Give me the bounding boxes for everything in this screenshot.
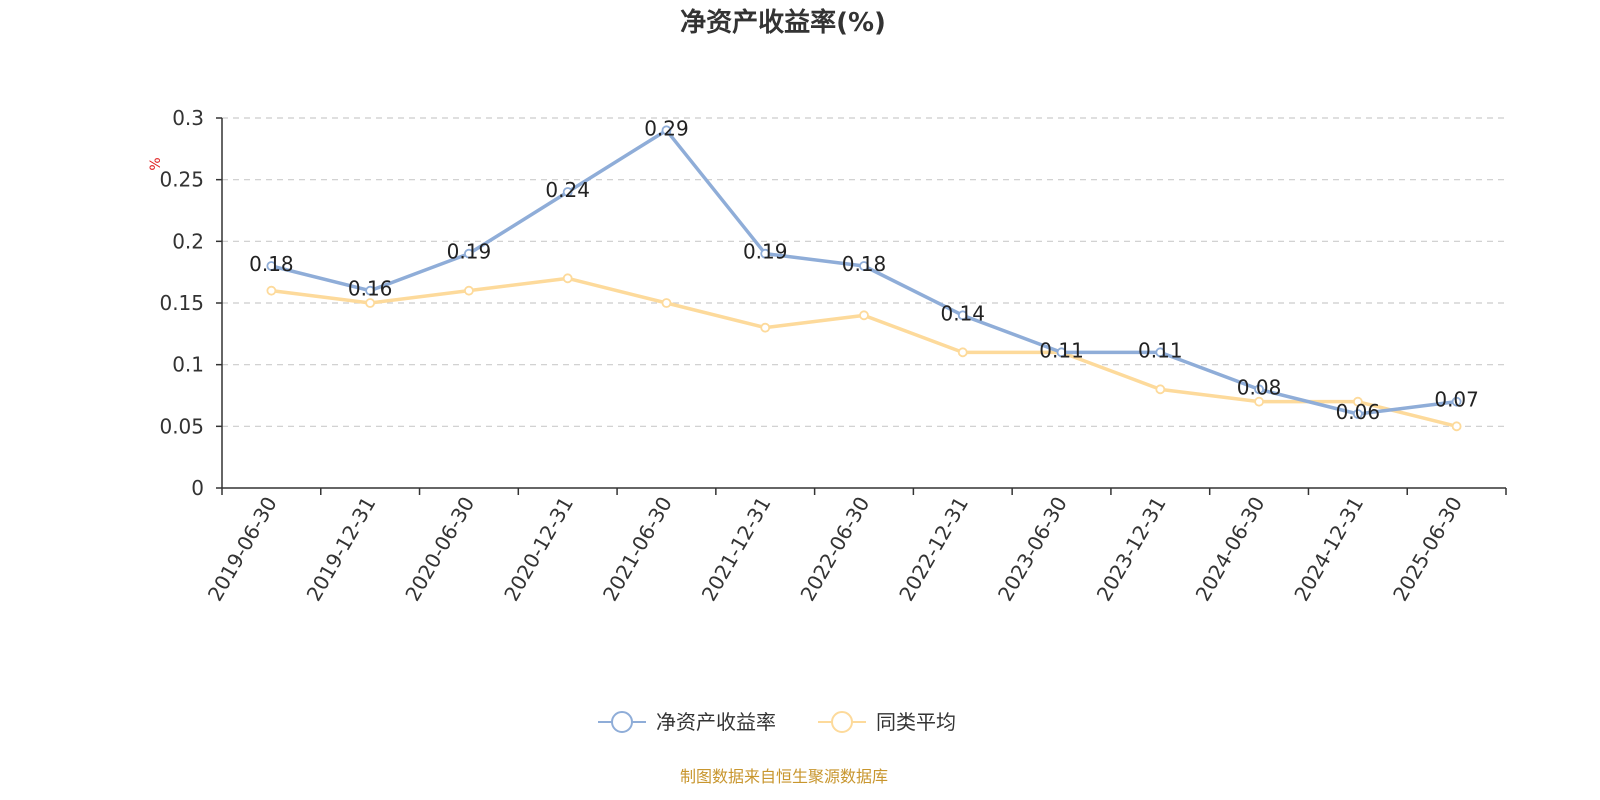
data-point[interactable] — [266, 261, 277, 271]
data-point[interactable] — [1056, 347, 1067, 358]
data-labels: 0.18 0.16 0.19 0.24 0.29 0.19 0.18 0.14 0.11 0.11… — [249, 116, 1479, 424]
y-tick-label: 0.1 — [172, 353, 204, 377]
x-tick-label: 2021-06-30 — [598, 493, 677, 606]
data-source-note: 制图数据来自恒生聚源数据库 — [680, 767, 888, 786]
data-point[interactable] — [1352, 409, 1363, 419]
y-tick-label: 0.2 — [172, 229, 204, 253]
data-point[interactable] — [1451, 421, 1462, 432]
y-tick-label: 0 — [191, 476, 204, 500]
y-tick-label: 0.05 — [159, 414, 204, 438]
data-point[interactable] — [464, 248, 474, 259]
legend-label: 同类平均 — [876, 710, 956, 734]
data-label: 0.24 — [545, 178, 590, 202]
y-tick-label: 0.25 — [159, 168, 204, 192]
data-point[interactable] — [1254, 396, 1264, 407]
series-line — [271, 276, 1458, 429]
x-tick-label: 2023-06-30 — [993, 493, 1072, 606]
gridlines — [222, 117, 1506, 427]
x-tick-label: 2022-06-30 — [795, 493, 874, 606]
series-layer — [266, 125, 1462, 432]
x-tick-label: 2023-12-31 — [1092, 493, 1171, 606]
data-point[interactable] — [859, 310, 869, 321]
data-point[interactable] — [1352, 396, 1363, 407]
data-point[interactable] — [365, 298, 376, 308]
data-point[interactable] — [957, 310, 968, 321]
data-point[interactable] — [266, 285, 277, 296]
data-label: 0.07 — [1434, 388, 1479, 412]
chart-title: 净资产收益率(%) — [680, 7, 886, 38]
data-label: 0.06 — [1336, 400, 1381, 424]
data-label: 0.11 — [1039, 338, 1084, 362]
series-roe — [266, 125, 1462, 419]
legend-label: 净资产收益率 — [656, 710, 776, 734]
data-label: 0.18 — [842, 252, 887, 276]
data-label: 0.19 — [743, 240, 788, 264]
data-point[interactable] — [760, 322, 771, 333]
x-tick-label: 2020-12-31 — [499, 493, 578, 606]
y-tick-label: 0.15 — [159, 291, 204, 315]
x-tick-label: 2024-12-31 — [1289, 493, 1368, 606]
x-tick-label: 2019-06-30 — [203, 493, 282, 606]
legend-item-peer-average[interactable]: 同类平均 — [818, 710, 956, 734]
data-point[interactable] — [661, 125, 672, 136]
data-label: 0.19 — [447, 240, 492, 264]
data-point[interactable] — [1254, 384, 1264, 395]
legend-marker-icon — [831, 711, 853, 733]
data-point[interactable] — [1451, 396, 1462, 407]
x-tick-label: 2022-12-31 — [894, 493, 973, 606]
data-point[interactable] — [760, 248, 771, 259]
legend[interactable]: 净资产收益率 同类平均 — [598, 710, 956, 734]
data-point[interactable] — [661, 298, 672, 308]
legend-marker-icon — [611, 711, 633, 733]
axes: 0 0.05 0.1 0.15 0.2 0.25 0.3 2019-06-30 2019-12-… — [159, 106, 1507, 606]
data-label: 0.11 — [1138, 338, 1183, 362]
data-label: 0.08 — [1237, 375, 1282, 399]
data-label: 0.29 — [644, 116, 689, 140]
data-point[interactable] — [859, 261, 869, 271]
x-tick-label: 2021-12-31 — [697, 493, 776, 606]
legend-item-roe[interactable]: 净资产收益率 — [598, 710, 776, 734]
data-point[interactable] — [957, 347, 968, 358]
x-tick-label: 2025-06-30 — [1388, 493, 1467, 606]
series-peer-average — [266, 273, 1462, 432]
x-tick-label: 2019-12-31 — [302, 493, 381, 606]
data-point[interactable] — [562, 273, 573, 284]
data-point[interactable] — [1155, 347, 1166, 358]
data-point[interactable] — [365, 285, 376, 296]
data-label: 0.16 — [348, 277, 393, 301]
data-point[interactable] — [562, 187, 573, 197]
y-axis-unit-label: % — [148, 157, 164, 170]
data-point[interactable] — [464, 285, 474, 296]
x-tick-label: 2024-06-30 — [1191, 493, 1270, 606]
x-tick-label: 2020-06-30 — [400, 493, 479, 606]
data-point[interactable] — [1155, 384, 1166, 395]
y-tick-label: 0.3 — [172, 106, 204, 130]
data-label: 0.14 — [941, 301, 986, 325]
data-label: 0.18 — [249, 252, 294, 276]
